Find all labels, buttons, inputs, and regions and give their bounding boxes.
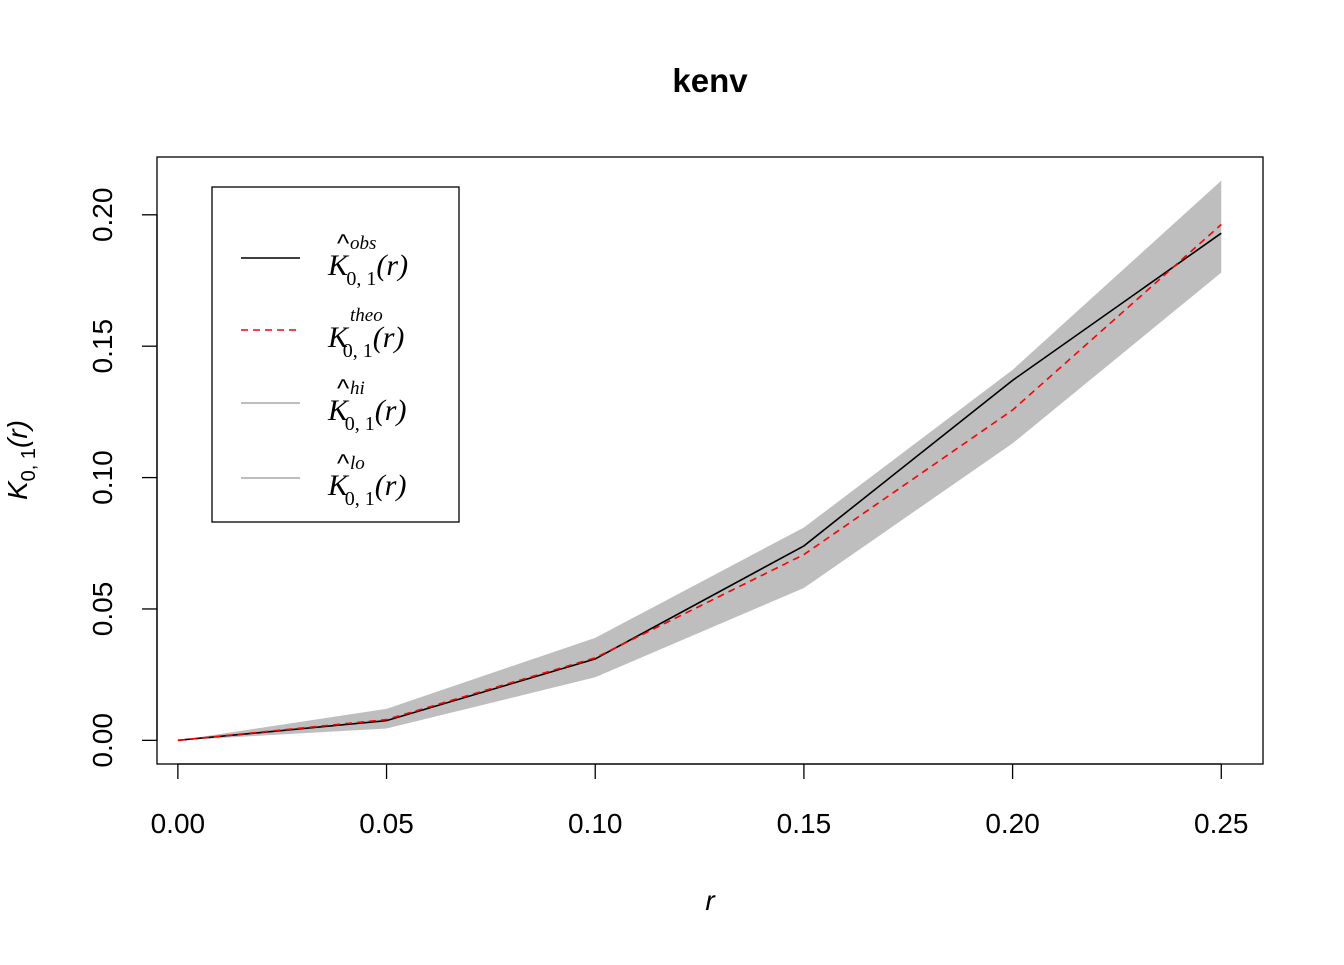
legend-sup: lo — [350, 453, 365, 474]
y-axis-label-text: K0, 1(r) — [2, 420, 40, 500]
y-tick-label: 0.15 — [87, 319, 118, 374]
y-axis: 0.00 0.05 0.10 0.15 0.20 — [87, 188, 158, 768]
legend-sub: 0, 1 — [345, 413, 375, 435]
legend-sup: obs — [350, 233, 376, 254]
x-tick-label: 0.15 — [777, 808, 832, 839]
legend-sub: 0, 1 — [343, 340, 373, 362]
legend: Kobs 0, 1(r)^Ktheo 0, 1(r)Khi 0, 1(r)^Klo 0,… — [211, 186, 460, 523]
y-tick-label: 0.10 — [87, 450, 118, 505]
x-tick-label: 0.25 — [1194, 808, 1249, 839]
envelope-area — [177, 180, 1222, 741]
series-lines — [177, 223, 1222, 742]
envelope-band — [177, 180, 1222, 741]
legend-r: (r) — [376, 249, 408, 282]
legend-r: (r) — [375, 469, 407, 502]
legend-label-theo: Ktheo 0, 1(r) — [327, 305, 404, 362]
legend-box — [211, 186, 460, 523]
y-tick-label: 0.20 — [87, 188, 118, 243]
x-tick-label: 0.10 — [568, 808, 623, 839]
y-axis-label: K0, 1(r) — [2, 420, 40, 500]
legend-hat: ^ — [337, 373, 350, 403]
legend-r: (r) — [373, 321, 405, 354]
legend-hat: ^ — [337, 448, 350, 478]
chart-title: kenv — [672, 62, 748, 99]
legend-label-obs: Kobs 0, 1(r) — [327, 233, 408, 290]
legend-label-lo: Klo 0, 1(r) — [327, 453, 406, 510]
x-tick-label: 0.05 — [359, 808, 414, 839]
legend-k: K — [327, 469, 350, 502]
y-tick-label: 0.00 — [87, 713, 118, 768]
x-axis-label: r — [705, 885, 716, 916]
y-axis-label-r: (r) — [2, 420, 33, 448]
legend-sub: 0, 1 — [345, 488, 375, 510]
y-tick-label: 0.05 — [87, 582, 118, 637]
legend-k: K — [327, 394, 350, 427]
legend-hat: ^ — [337, 228, 350, 258]
y-axis-label-sub: 0, 1 — [18, 448, 40, 481]
legend-sup: theo — [350, 305, 383, 326]
legend-sub: 0, 1 — [346, 268, 376, 290]
legend-sup: hi — [350, 378, 365, 399]
legend-label-hi: Khi 0, 1(r) — [327, 378, 406, 435]
y-axis-label-k: K — [2, 480, 33, 500]
legend-k: K — [327, 249, 350, 282]
legend-r: (r) — [375, 394, 407, 427]
x-axis: 0.00 0.05 0.10 0.15 0.20 0.25 — [151, 763, 1249, 839]
legend-k: K — [327, 321, 350, 354]
x-tick-label: 0.20 — [985, 808, 1040, 839]
series-line-theo — [177, 223, 1222, 742]
x-tick-label: 0.00 — [151, 808, 206, 839]
series-line-obs — [177, 232, 1222, 742]
